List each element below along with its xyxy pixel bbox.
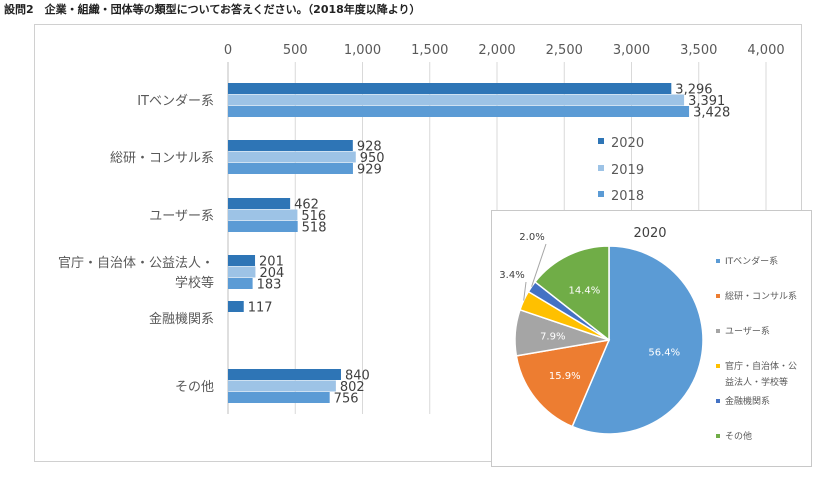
data-label: 928 bbox=[357, 140, 382, 155]
pie-legend-label: その他 bbox=[725, 430, 752, 442]
data-label: 201 bbox=[259, 255, 284, 270]
category-label: その他 bbox=[175, 380, 214, 395]
x-tick-label: 500 bbox=[283, 43, 308, 58]
category-label: 官庁・自治体・公益法人・ bbox=[58, 255, 214, 271]
legend-swatch-2018 bbox=[598, 191, 604, 197]
pie-slice bbox=[515, 339, 611, 428]
pie-legend-swatch bbox=[716, 259, 720, 263]
pie-legend-label: ITベンダー系 bbox=[725, 255, 778, 267]
pie-data-label: 15.9% bbox=[549, 371, 581, 382]
legend-label: 2020 bbox=[611, 136, 644, 151]
category-label: ITベンダー系 bbox=[137, 94, 214, 109]
category-label: 総研・コンサル系 bbox=[110, 151, 214, 166]
data-label: 3,428 bbox=[693, 106, 730, 121]
pie-slice bbox=[571, 245, 704, 435]
pie-legend-label: 官庁・自治体・公 bbox=[725, 360, 797, 372]
pie-data-label: 3.4% bbox=[499, 270, 524, 281]
pie-legend-label: 総研・コンサル系 bbox=[725, 290, 797, 302]
bar-2019 bbox=[228, 151, 356, 163]
legend-label: 2018 bbox=[611, 189, 644, 204]
data-label: 516 bbox=[301, 209, 326, 224]
pie-data-label: 7.9% bbox=[540, 332, 565, 343]
pie-chart-panel: 2020 56.4% 15.9% 7.9% 3.4% 2.0% 14.4% ITベンダー系総研… bbox=[491, 210, 812, 467]
chart-title: 設問2 企業・組織・団体等の類型についてお答えください。（2018年度以降より） bbox=[4, 3, 421, 16]
pie-legend-swatch bbox=[716, 294, 720, 298]
data-label: 802 bbox=[340, 380, 365, 395]
bar-2018 bbox=[228, 163, 353, 174]
data-label: 204 bbox=[259, 266, 284, 281]
x-tick-label: 2,500 bbox=[546, 43, 583, 58]
x-tick-label: 4,000 bbox=[747, 43, 784, 58]
pie-chart: 2020 56.4% 15.9% 7.9% 3.4% 2.0% 14.4% ITベンダー系総研… bbox=[499, 226, 797, 442]
legend-label: 2019 bbox=[611, 163, 644, 178]
pie-legend-swatch bbox=[716, 364, 720, 368]
bar-2019 bbox=[228, 380, 336, 392]
bar-2020 bbox=[228, 301, 244, 312]
legend-swatch-2020 bbox=[598, 138, 604, 144]
pie-legend-swatch bbox=[716, 434, 720, 438]
data-label: 3,391 bbox=[688, 94, 725, 109]
bar-2020 bbox=[228, 255, 256, 266]
x-tick-label: 3,000 bbox=[613, 43, 650, 58]
data-label: 183 bbox=[257, 278, 282, 293]
x-tick-label: 1,500 bbox=[411, 43, 448, 58]
legend-swatch-2019 bbox=[598, 165, 604, 171]
data-label: 518 bbox=[302, 221, 327, 236]
data-label: 950 bbox=[360, 151, 385, 166]
pie-legend-label: 益法人・学校等 bbox=[725, 376, 788, 388]
bar-2018 bbox=[228, 221, 298, 232]
category-label: 学校等 bbox=[175, 275, 214, 291]
pie-legend-label: 金融機関系 bbox=[725, 395, 770, 407]
pie-data-label: 56.4% bbox=[648, 347, 680, 358]
bar-2019 bbox=[228, 209, 298, 221]
pie-legend-label: ユーザー系 bbox=[725, 326, 770, 337]
leader-line bbox=[523, 281, 527, 301]
x-tick-label: 3,500 bbox=[680, 43, 717, 58]
data-label: 462 bbox=[294, 198, 319, 213]
bar-2019 bbox=[228, 94, 685, 106]
data-label: 117 bbox=[248, 301, 273, 316]
bar-2019 bbox=[228, 266, 256, 278]
bar-2018 bbox=[228, 106, 690, 117]
data-label: 840 bbox=[345, 369, 370, 384]
pie-slice bbox=[534, 245, 610, 342]
pie-legend-swatch bbox=[716, 399, 720, 403]
bar-2020 bbox=[228, 198, 291, 209]
category-label: ユーザー系 bbox=[149, 209, 214, 224]
pie-title: 2020 bbox=[633, 226, 666, 241]
bar-2020 bbox=[228, 140, 353, 151]
x-tick-label: 2,000 bbox=[478, 43, 515, 58]
pie-data-label: 2.0% bbox=[519, 232, 544, 243]
data-label: 929 bbox=[357, 163, 382, 178]
data-label: 756 bbox=[334, 392, 359, 407]
data-label: 3,296 bbox=[675, 83, 712, 98]
x-tick-label: 1,000 bbox=[344, 43, 381, 58]
pie-data-label: 14.4% bbox=[568, 285, 600, 296]
bar-2020 bbox=[228, 369, 341, 380]
bar-2020 bbox=[228, 83, 672, 94]
x-tick-label: 0 bbox=[224, 43, 232, 58]
category-label: 金融機関系 bbox=[149, 311, 214, 327]
bar-2018 bbox=[228, 278, 253, 289]
leader-line bbox=[531, 243, 547, 287]
bar-2018 bbox=[228, 392, 330, 403]
pie-legend-swatch bbox=[716, 329, 720, 333]
